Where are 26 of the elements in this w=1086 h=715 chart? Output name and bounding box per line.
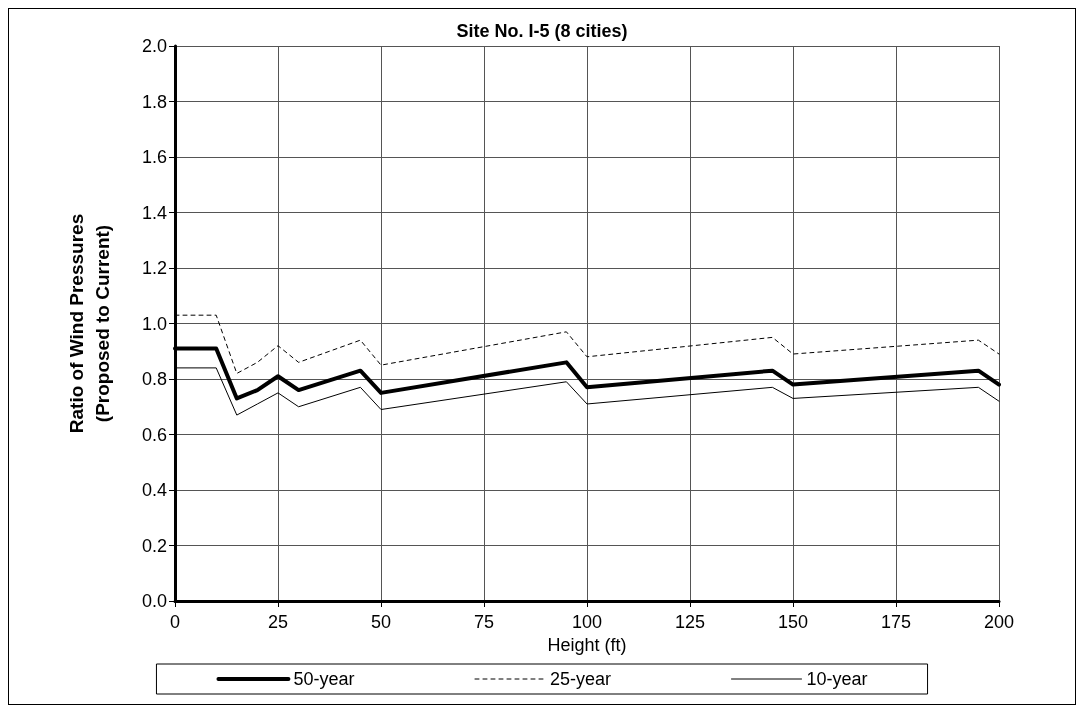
y-tick-label: 0.8 [141, 369, 167, 389]
legend-label: 25-year [549, 669, 612, 689]
y-tick-label: 1.6 [141, 147, 167, 167]
x-tick-label: 25 [267, 612, 289, 632]
x-tick-label: 150 [777, 612, 809, 632]
y-tick-label: 0.2 [141, 535, 167, 556]
y-tick-label: 1.0 [141, 313, 167, 334]
x-tick-label: 50 [370, 612, 392, 632]
legend-label: 10-year [806, 669, 868, 689]
y-tick-label: 0.4 [141, 480, 167, 500]
x-tick-label: 0 [169, 612, 181, 632]
x-tick-label: 125 [674, 612, 706, 632]
x-tick-label: 100 [571, 612, 603, 632]
y-tick-label: 2.0 [141, 36, 167, 56]
y-axis-title: Ratio of Wind Pressures (Proposed to Current) [65, 213, 113, 434]
chart-title: Site No. I-5 (8 cities) [456, 21, 628, 41]
x-tick-label: 200 [983, 612, 1015, 632]
y-tick-label: 0.0 [141, 591, 167, 611]
x-tick-label: 175 [880, 612, 912, 632]
y-tick-label: 1.2 [141, 258, 167, 278]
x-axis-title: Height (ft) [547, 634, 627, 655]
y-tick-label: 1.4 [141, 202, 167, 223]
y-tick-label: 0.6 [141, 424, 167, 445]
legend-label: 50-year [293, 669, 355, 689]
x-tick-label: 75 [473, 612, 495, 632]
y-tick-label: 1.8 [141, 91, 167, 112]
